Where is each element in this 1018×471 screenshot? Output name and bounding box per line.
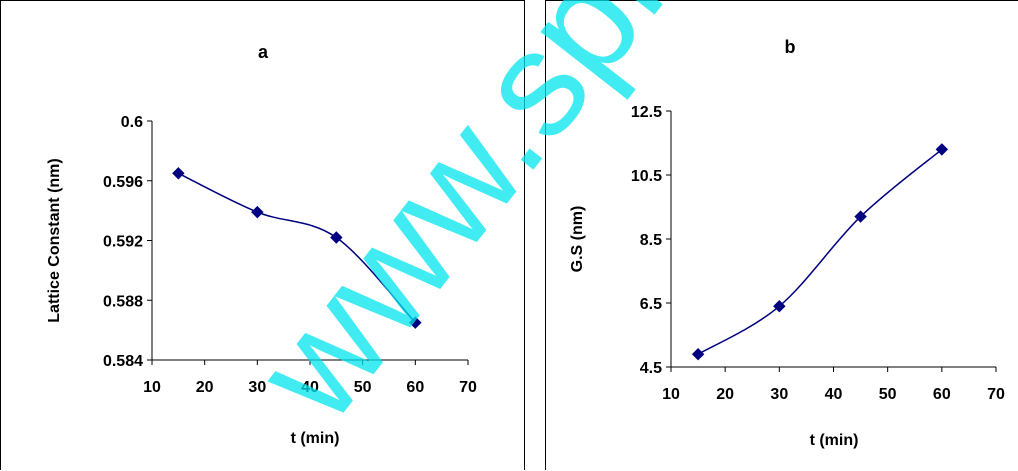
x-tick-label: 70 (459, 379, 477, 396)
x-tick-label: 10 (662, 386, 680, 403)
series-line (178, 172, 416, 324)
x-tick-label: 20 (716, 386, 734, 403)
data-point-marker (330, 231, 343, 244)
y-tick-label: 6.5 (640, 296, 662, 313)
x-tick-label: 20 (196, 379, 214, 396)
y-tick-label: 0.592 (103, 234, 143, 251)
x-tick-label: 30 (770, 386, 788, 403)
y-tick-label: 10.5 (631, 168, 662, 185)
chart-title: b (785, 37, 796, 57)
y-tick-label: 0.6 (121, 114, 143, 131)
x-tick-label: 60 (406, 379, 424, 396)
x-tick-label: 30 (248, 379, 266, 396)
x-axis-label: t (min) (291, 430, 340, 447)
data-point-marker (172, 167, 185, 180)
data-point-marker (251, 205, 264, 219)
x-tick-label: 40 (301, 379, 319, 396)
chart-title: a (258, 42, 269, 62)
grain-size-chart: 4.5 6.5 8.5 10.5 12.5 10 20 30 40 50 60 70 b t (min) G… (569, 37, 1005, 449)
series-line (697, 148, 943, 355)
data-point-marker (935, 143, 949, 156)
y-tick-label: 12.5 (631, 104, 662, 121)
y-tick-label: 0.596 (103, 174, 143, 191)
x-tick-label: 40 (825, 386, 843, 403)
y-tick-label: 0.584 (103, 353, 143, 370)
data-point-marker (854, 210, 867, 223)
x-axis-label: t (min) (810, 432, 859, 449)
y-tick-label: 0.588 (103, 293, 143, 310)
y-tick-label: 4.5 (640, 360, 662, 377)
chart-panel-b: 4.5 6.5 8.5 10.5 12.5 10 20 30 40 50 60 70 b t (min) G… (545, 0, 1018, 470)
x-tick-label: 50 (879, 386, 897, 403)
x-tick-label: 50 (354, 379, 372, 396)
lattice-constant-chart: 0.584 0.588 0.592 0.596 0.6 10 20 30 40 50 60 70 a t … (46, 42, 477, 447)
x-tick-label: 60 (933, 386, 951, 403)
y-axis-label: Lattice Constant (nm) (46, 158, 63, 322)
y-tick-label: 8.5 (640, 232, 662, 249)
chart-panel-a: 0.584 0.588 0.592 0.596 0.6 10 20 30 40 50 60 70 a t … (0, 0, 525, 470)
data-point-marker (691, 347, 705, 361)
x-tick-label: 10 (143, 379, 161, 396)
x-tick-label: 70 (987, 386, 1005, 403)
data-point-marker (773, 299, 786, 313)
y-axis-label: G.S (nm) (569, 206, 586, 273)
data-point-marker (409, 316, 422, 329)
